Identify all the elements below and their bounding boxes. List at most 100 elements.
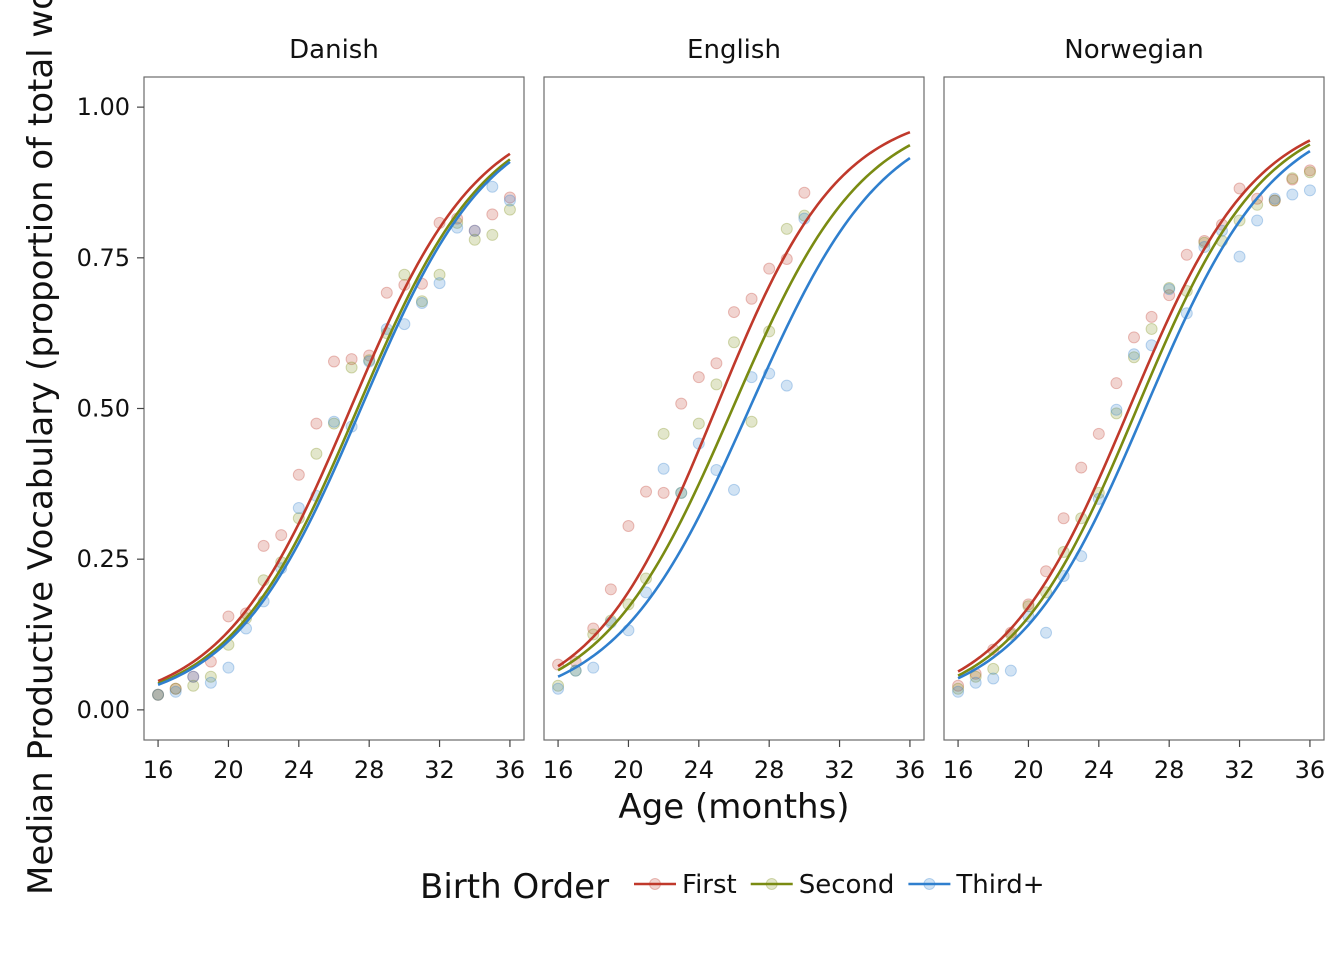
legend-item-second: Second [750, 870, 895, 900]
fit-line-third [557, 156, 911, 678]
x-tick-label: 36 [1295, 756, 1326, 784]
data-point-first [798, 186, 811, 199]
legend-label: Third+ [955, 870, 1044, 900]
data-point-third [552, 682, 565, 695]
data-point-first [1128, 331, 1140, 344]
data-point-first [728, 306, 740, 319]
data-point-first [952, 679, 965, 692]
data-point-first [310, 417, 323, 430]
data-point-third [1128, 348, 1140, 361]
data-point-second [952, 682, 965, 695]
legend-items: First Second Third+ [634, 870, 1045, 900]
data-point-first [345, 353, 358, 366]
data-point-first [1075, 461, 1088, 474]
data-point-first [1268, 194, 1281, 207]
data-point-third [657, 462, 670, 475]
data-point-second [1286, 172, 1299, 185]
facet-title: English [687, 35, 781, 65]
y-tick-label: 1.00 [77, 93, 130, 121]
data-point-second [657, 427, 670, 440]
x-axis-title: Age (months) [618, 787, 849, 827]
data-point-third [1004, 664, 1017, 677]
data-point-third [1040, 626, 1053, 639]
x-tick-label: 16 [543, 756, 574, 784]
legend-item-first: First [634, 870, 737, 900]
panel-norwegian: Norwegian 16 20 24 28 32 36 [943, 35, 1325, 784]
x-tick-label: 20 [613, 756, 644, 784]
data-point-first [1145, 310, 1158, 323]
x-tick-label: 28 [354, 756, 385, 784]
data-point-third [1163, 283, 1176, 296]
data-point-first [1286, 173, 1299, 186]
data-point-first [1057, 512, 1070, 525]
panel-danish: Danish 16 20 24 28 32 36 0.00 0.25 0.50 0.75 1.00 [77, 35, 526, 784]
panel-border [943, 76, 1325, 741]
data-point-first [187, 670, 200, 683]
data-point-first [1303, 164, 1316, 177]
data-point-second [587, 628, 600, 641]
data-point-second [310, 447, 323, 460]
panel-border [143, 76, 525, 741]
data-point-third [1286, 188, 1299, 201]
data-point-second [1128, 351, 1140, 364]
data-point-third [1303, 184, 1316, 197]
data-point-third [622, 624, 635, 637]
x-tick-label: 32 [424, 756, 455, 784]
data-point-third [503, 194, 516, 207]
x-tick-label: 20 [1013, 756, 1044, 784]
y-axis-title: Median Productive Vocabulary (proportion… [21, 0, 61, 895]
data-point-second [1303, 166, 1316, 179]
fit-line-third [957, 150, 1311, 680]
data-point-second [969, 670, 982, 683]
data-point-first [1163, 289, 1176, 302]
y-tick-label: 0.75 [77, 244, 130, 272]
data-point-third [1110, 403, 1123, 416]
data-point-third [222, 661, 235, 674]
y-tick-label: 0.50 [77, 395, 130, 423]
data-point-second [345, 361, 358, 374]
data-point-second [1163, 281, 1176, 294]
fit-line-second [157, 158, 511, 685]
data-point-first [503, 191, 516, 204]
data-point-second [1268, 194, 1281, 207]
x-tick-label: 20 [213, 756, 244, 784]
data-point-first [622, 520, 635, 533]
facet-panels: Danish 16 20 24 28 32 36 0.00 0.25 0.50 0.75 1.00 En… [77, 35, 1326, 784]
data-point-second [1110, 407, 1123, 420]
data-point-third [1251, 214, 1264, 227]
data-point-first [1110, 377, 1123, 390]
facet-title: Danish [289, 35, 379, 65]
data-point-third [780, 379, 793, 392]
legend-label: Second [799, 870, 895, 900]
panel-border [543, 76, 925, 741]
data-point-third [187, 670, 200, 683]
x-tick-label: 16 [143, 756, 174, 784]
fit-line-first [157, 152, 511, 683]
data-point-third [1233, 250, 1246, 263]
data-point-first [763, 262, 776, 275]
data-point-first [275, 529, 288, 542]
data-point-second [503, 203, 516, 216]
x-tick-label: 28 [1154, 756, 1185, 784]
data-point-first [1180, 248, 1193, 261]
data-point-second [486, 228, 499, 241]
x-tick-label: 24 [284, 756, 315, 784]
data-point-second [987, 662, 1000, 675]
legend-title: Birth Order [420, 867, 609, 907]
data-point-first [152, 688, 165, 701]
data-point-third [169, 685, 182, 698]
legend-item-third: Third+ [908, 870, 1045, 900]
data-point-third [152, 688, 165, 701]
data-point-first [328, 355, 340, 368]
legend: Birth Order First Second Third+ [420, 867, 1045, 907]
data-point-first [222, 610, 235, 623]
data-point-third [587, 661, 600, 674]
x-tick-label: 24 [1084, 756, 1115, 784]
data-point-third [486, 180, 499, 193]
data-point-second [328, 417, 340, 430]
data-point-third [969, 676, 982, 689]
x-tick-label: 24 [684, 756, 715, 784]
data-point-third [468, 224, 481, 237]
data-point-second [433, 268, 446, 281]
